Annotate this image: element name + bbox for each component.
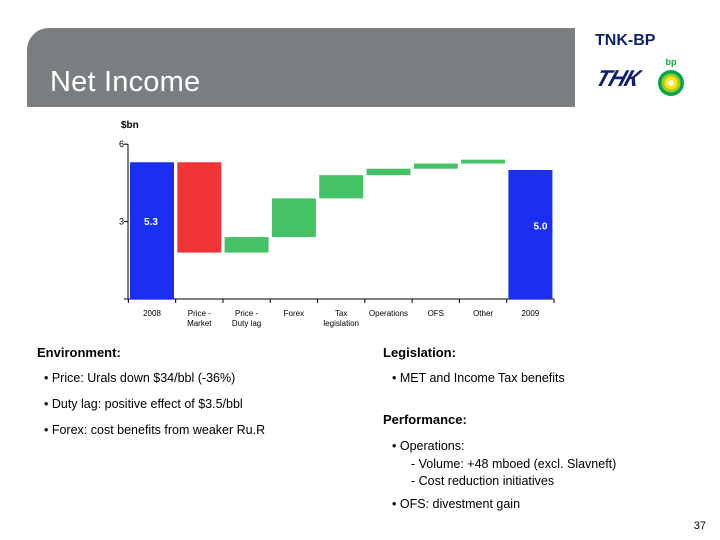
bar-tax-legislation [319, 175, 364, 199]
x-category-label: Operations [369, 309, 408, 318]
bar-forex [271, 198, 316, 238]
bar-other [461, 159, 506, 164]
y-tick-label: 6 [119, 139, 124, 149]
performance-bullet-operations: • Operations: [392, 439, 465, 453]
legislation-bullet-met: • MET and Income Tax benefits [392, 371, 565, 385]
x-category-label: Price - [235, 309, 258, 318]
x-category-label: OFS [428, 309, 444, 318]
environment-heading: Environment: [37, 345, 121, 360]
bar-data-label: 5.3 [144, 217, 158, 228]
page-number: 37 [693, 520, 706, 532]
bar-operations [366, 168, 411, 176]
bar-data-label: 5.0 [533, 221, 547, 232]
bar-price-duty-lag [224, 237, 269, 253]
performance-bullet-ofs: • OFS: divestment gain [392, 497, 521, 511]
bar-ofs [413, 163, 458, 169]
legislation-heading: Legislation: [383, 345, 456, 360]
y-axis-unit-label: $bn [121, 120, 139, 131]
y-tick-label: 3 [119, 217, 124, 227]
environment-bullet-duty-lag: • Duty lag: positive effect of $3.5/bbl [44, 397, 243, 411]
bar-2008 [130, 162, 174, 299]
chart-axes [124, 143, 555, 303]
x-category-label: Price - [188, 309, 211, 318]
environment-bullet-price: • Price: Urals down $34/bbl (-36%) [44, 371, 236, 385]
page-title: Net Income [50, 66, 201, 98]
x-category-label: legislation [323, 319, 359, 328]
bar-2009 [508, 170, 553, 299]
performance-sub-cost: - Cost reduction initiatives [411, 474, 555, 488]
x-category-label: Duty lag [232, 319, 261, 328]
x-category-label: Tax [335, 309, 347, 318]
x-category-label: 2008 [143, 309, 161, 318]
chart-bars [130, 159, 553, 299]
tnk-bp-logo: TNK-BP ТНК bp [593, 32, 684, 96]
environment-bullet-forex: • Forex: cost benefits from weaker Ru.R [44, 423, 266, 437]
x-category-label: 2009 [522, 309, 540, 318]
x-category-label: Forex [284, 309, 304, 318]
bp-helios-icon [658, 70, 684, 96]
x-category-label: Market [187, 319, 212, 328]
bar-price-market [177, 162, 222, 253]
bp-mark-text: bp [666, 57, 677, 67]
x-category-label: Other [473, 309, 493, 318]
logo-wordmark: TNK-BP [595, 32, 656, 49]
performance-heading: Performance: [383, 412, 467, 427]
performance-sub-volume: - Volume: +48 mboed (excl. Slavneft) [411, 457, 617, 471]
header-band [27, 28, 575, 107]
